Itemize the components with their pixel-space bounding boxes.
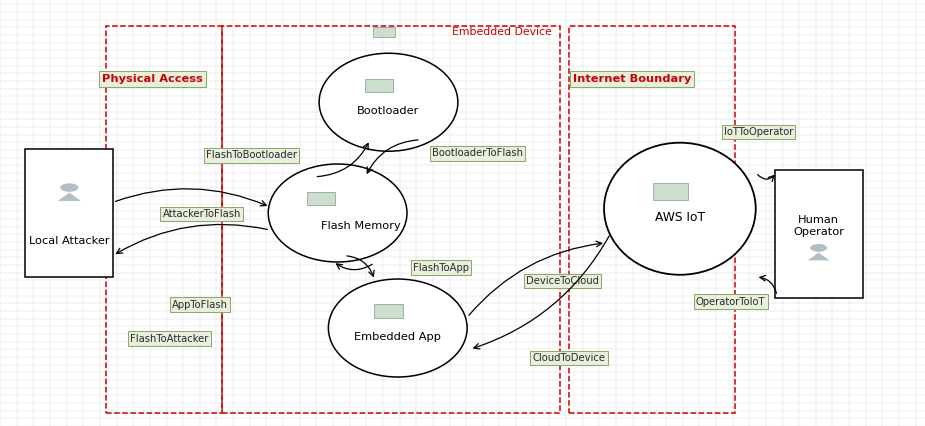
Text: BootloaderToFlash: BootloaderToFlash [432, 148, 523, 158]
Bar [106, 26, 222, 413]
Text: Embedded App: Embedded App [354, 331, 441, 342]
Bar [222, 26, 560, 413]
Bar [653, 184, 688, 200]
Text: Physical Access: Physical Access [103, 74, 203, 84]
Text: FlashToApp: FlashToApp [413, 262, 469, 273]
Bar [569, 26, 735, 413]
Text: AWS IoT: AWS IoT [655, 211, 705, 224]
Bar [365, 79, 393, 92]
Text: Bootloader: Bootloader [357, 106, 420, 116]
Ellipse shape [328, 279, 467, 377]
Text: IoTToOperator: IoTToOperator [723, 127, 794, 137]
Ellipse shape [268, 164, 407, 262]
Polygon shape [808, 253, 830, 260]
Text: Embedded Device: Embedded Device [452, 27, 552, 37]
Text: Flash Memory: Flash Memory [321, 221, 401, 231]
Text: DeviceToCloud: DeviceToCloud [526, 276, 598, 286]
Text: Internet Boundary: Internet Boundary [573, 74, 691, 84]
Circle shape [810, 244, 827, 252]
Bar [775, 170, 862, 298]
Bar [375, 305, 402, 317]
Text: OperatorToIoT: OperatorToIoT [696, 296, 766, 307]
Text: FlashToBootloader: FlashToBootloader [206, 150, 297, 161]
Text: Local Attacker: Local Attacker [29, 236, 110, 246]
Circle shape [60, 183, 79, 192]
Text: Human
Operator: Human Operator [793, 215, 845, 236]
Bar [373, 27, 395, 37]
Ellipse shape [604, 143, 756, 275]
Ellipse shape [319, 53, 458, 151]
Text: FlashToAttacker: FlashToAttacker [130, 334, 208, 344]
Bar [307, 192, 335, 204]
Text: AttackerToFlash: AttackerToFlash [163, 209, 240, 219]
Text: AppToFlash: AppToFlash [172, 299, 228, 310]
Polygon shape [57, 193, 81, 201]
Text: CloudToDevice: CloudToDevice [533, 353, 605, 363]
Bar [25, 149, 113, 277]
